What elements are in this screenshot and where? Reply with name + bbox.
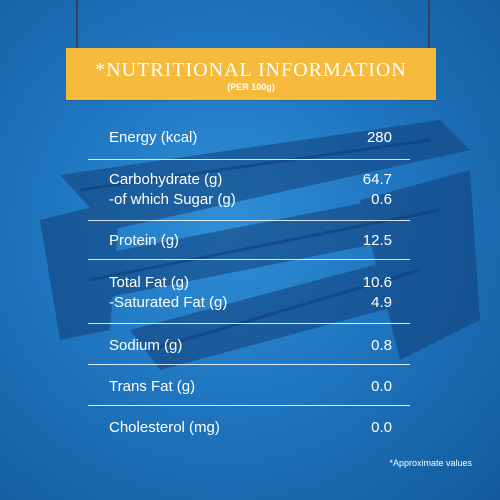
- row-label: -Saturated Fat (g): [109, 294, 228, 311]
- row-label: Cholesterol (mg): [109, 419, 220, 436]
- row-label: Trans Fat (g): [109, 378, 196, 395]
- banner-title: *NUTRITIONAL INFORMATION: [95, 59, 407, 81]
- row-label: Carbohydrate (g): [109, 171, 223, 188]
- row-value: 0.6: [371, 191, 392, 208]
- nutrition-row-carbohydrate: Carbohydrate (g) 64.7 -of which Sugar (g…: [88, 160, 410, 221]
- nutrition-row-sodium: Sodium (g) 0.8: [88, 324, 410, 365]
- row-value: 4.9: [371, 294, 392, 311]
- row-label: Total Fat (g): [109, 274, 190, 291]
- nutrition-row-trans-fat: Trans Fat (g) 0.0: [88, 365, 410, 406]
- row-value: 0.0: [371, 419, 392, 436]
- approximate-values-footnote: *Approximate values: [389, 458, 472, 468]
- row-label: Protein (g): [109, 232, 180, 249]
- title-banner: *NUTRITIONAL INFORMATION (PER 100g): [66, 48, 436, 100]
- nutrition-row-energy: Energy (kcal) 280: [88, 116, 410, 160]
- row-label: -of which Sugar (g): [109, 191, 236, 208]
- nutrition-row-total-fat: Total Fat (g) 10.6 -Saturated Fat (g) 4.…: [88, 260, 410, 324]
- hanging-string-left: [76, 0, 78, 50]
- nutrition-table: Energy (kcal) 280 Carbohydrate (g) 64.7 …: [88, 116, 410, 446]
- row-value: 0.8: [371, 337, 392, 354]
- nutrition-row-cholesterol: Cholesterol (mg) 0.0: [88, 406, 410, 446]
- hanging-string-right: [428, 0, 430, 50]
- nutrition-row-protein: Protein (g) 12.5: [88, 221, 410, 260]
- row-value: 12.5: [362, 232, 392, 249]
- row-value: 64.7: [362, 171, 392, 188]
- row-value: 0.0: [371, 378, 392, 395]
- row-label: Sodium (g): [109, 337, 183, 354]
- row-label: Energy (kcal): [109, 129, 198, 146]
- row-value: 280: [366, 129, 392, 146]
- banner-subtitle: (PER 100g): [227, 82, 275, 92]
- row-value: 10.6: [362, 274, 392, 291]
